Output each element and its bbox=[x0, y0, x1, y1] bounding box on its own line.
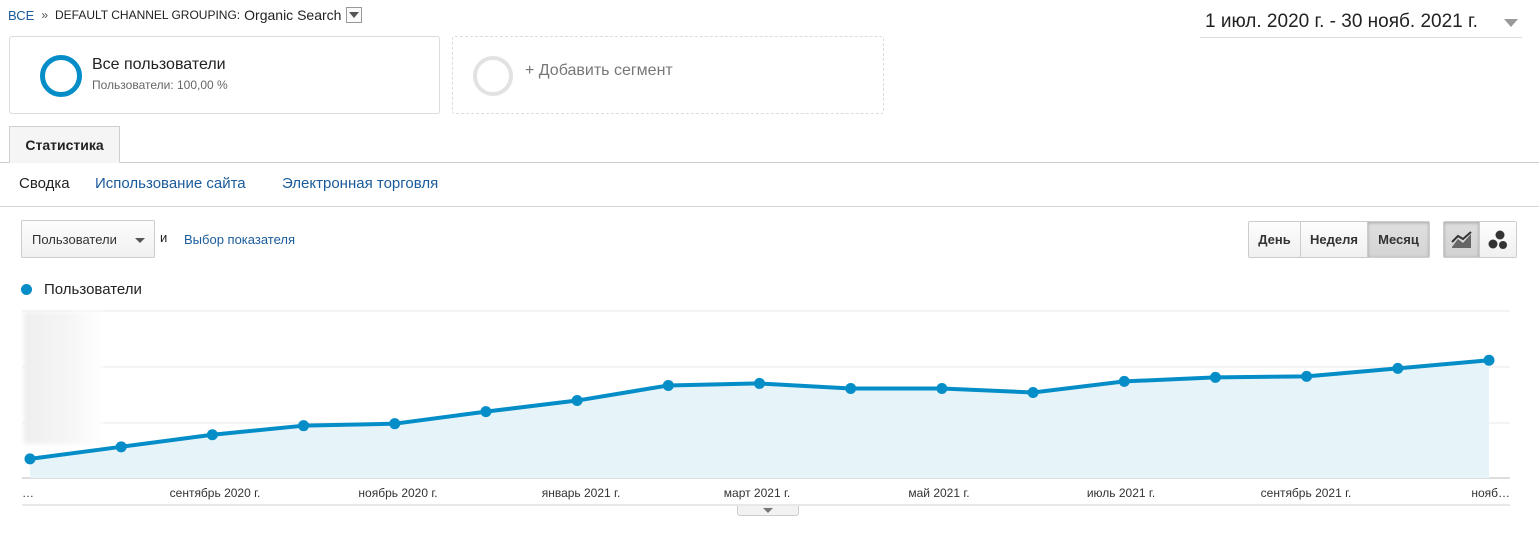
x-tick-label: июль 2021 г. bbox=[1087, 486, 1155, 500]
segment-all-users[interactable]: Все пользователи Пользователи: 100,00 % bbox=[9, 36, 440, 114]
add-segment-button[interactable]: + Добавить сегмент bbox=[452, 36, 884, 114]
date-range-label: 1 июл. 2020 г. - 30 нояб. 2021 г. bbox=[1205, 10, 1478, 32]
segment-placeholder-ring-icon bbox=[473, 56, 513, 96]
data-point bbox=[1392, 362, 1404, 374]
tab-bar-divider bbox=[0, 162, 1539, 163]
breadcrumb-dropdown-button[interactable] bbox=[346, 7, 363, 23]
x-tick-label: сентябрь 2020 г. bbox=[170, 486, 261, 500]
data-point bbox=[480, 406, 492, 418]
data-point bbox=[754, 377, 765, 389]
choose-metric-link[interactable]: Выбор показателя bbox=[184, 232, 295, 247]
x-tick-label: май 2021 г. bbox=[908, 486, 969, 500]
legend-series-dot bbox=[21, 284, 32, 295]
x-tick-label: ноябрь 2020 г. bbox=[358, 486, 437, 500]
x-tick-label: нояб… bbox=[1471, 486, 1510, 500]
granularity-day-button[interactable]: День bbox=[1249, 222, 1301, 257]
line-chart-icon bbox=[1450, 230, 1472, 248]
segment-title: Все пользователи bbox=[92, 56, 226, 73]
breadcrumb-separator: » bbox=[41, 8, 48, 22]
breadcrumb-root-link[interactable]: ВСЕ bbox=[8, 7, 35, 23]
chevron-down-icon bbox=[349, 12, 360, 18]
segment-ring-icon bbox=[40, 55, 82, 97]
subtab-ecommerce[interactable]: Электронная торговля bbox=[282, 175, 439, 192]
x-tick-label: … bbox=[22, 486, 34, 500]
chart-expand-toggle[interactable] bbox=[737, 506, 799, 516]
chevron-down-icon bbox=[763, 508, 773, 513]
data-point bbox=[206, 429, 218, 441]
subtab-summary[interactable]: Сводка bbox=[19, 175, 70, 192]
data-point bbox=[1209, 371, 1221, 383]
users-area-chart: … сентябрь 2020 г. ноябрь 2020 г. январь 20… bbox=[22, 310, 1510, 506]
chevron-down-icon bbox=[1504, 19, 1518, 27]
y-axis-labels-hidden bbox=[24, 312, 102, 444]
line-chart-button[interactable] bbox=[1444, 222, 1480, 257]
chart-type-toggle bbox=[1443, 221, 1517, 258]
x-tick-label: сентябрь 2021 г. bbox=[1261, 486, 1352, 500]
breadcrumb-value: Organic Search bbox=[244, 7, 342, 23]
data-point bbox=[845, 382, 857, 394]
data-point bbox=[662, 379, 674, 391]
chart-legend[interactable]: Пользователи bbox=[21, 281, 142, 298]
data-point bbox=[936, 382, 948, 394]
data-point bbox=[389, 418, 401, 430]
series-area-fill bbox=[30, 360, 1489, 478]
data-point bbox=[1301, 370, 1313, 382]
x-tick-label: январь 2021 г. bbox=[542, 486, 621, 500]
add-segment-label: + Добавить сегмент bbox=[525, 62, 673, 79]
data-point bbox=[24, 453, 36, 465]
granularity-month-button[interactable]: Месяц bbox=[1368, 222, 1429, 257]
and-label: и bbox=[160, 230, 168, 245]
granularity-toggle: День Неделя Месяц bbox=[1248, 221, 1430, 258]
data-point bbox=[298, 420, 310, 432]
granularity-week-button[interactable]: Неделя bbox=[1301, 222, 1368, 257]
metric-select-value: Пользователи bbox=[32, 231, 117, 247]
date-range-picker[interactable]: 1 июл. 2020 г. - 30 нояб. 2021 г. bbox=[1200, 6, 1522, 38]
bubble-chart-icon bbox=[1488, 230, 1507, 249]
data-point bbox=[1118, 375, 1130, 387]
data-point bbox=[571, 395, 583, 407]
sub-navigation: Сводка Использование сайта Электронная т… bbox=[0, 163, 1539, 207]
chevron-down-icon bbox=[135, 238, 145, 243]
data-point bbox=[1027, 386, 1039, 398]
data-point bbox=[1483, 354, 1495, 366]
breadcrumb: ВСЕ » DEFAULT CHANNEL GROUPING: Organic … bbox=[8, 7, 363, 23]
subtab-site-usage[interactable]: Использование сайта bbox=[95, 175, 246, 192]
metric-select[interactable]: Пользователи bbox=[21, 220, 155, 258]
tab-statistics[interactable]: Статистика bbox=[9, 126, 120, 163]
breadcrumb-dimension: DEFAULT CHANNEL GROUPING: bbox=[55, 8, 241, 22]
segment-subtitle: Пользователи: 100,00 % bbox=[92, 78, 228, 92]
legend-series-label: Пользователи bbox=[44, 281, 142, 298]
motion-chart-button[interactable] bbox=[1480, 222, 1516, 257]
data-point bbox=[115, 441, 127, 453]
x-tick-label: март 2021 г. bbox=[724, 486, 790, 500]
